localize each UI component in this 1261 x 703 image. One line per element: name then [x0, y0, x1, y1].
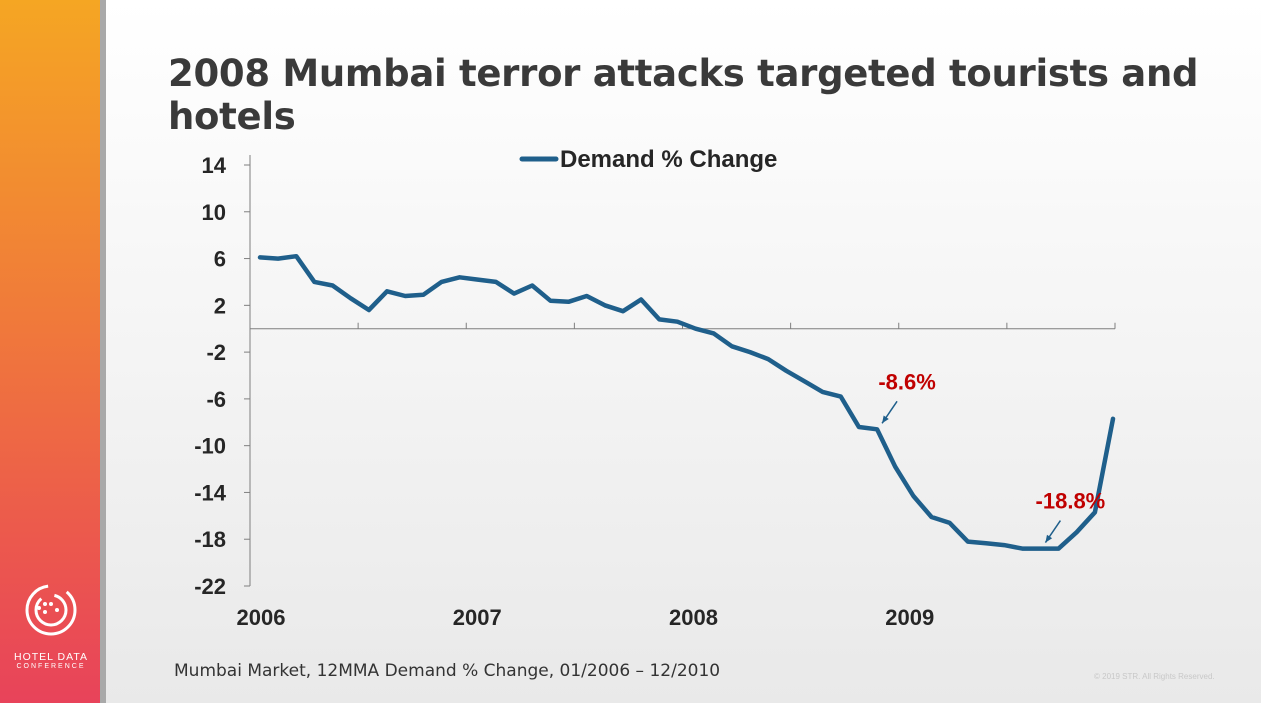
y-tick-label: 2	[214, 293, 226, 318]
y-tick-label: 14	[202, 153, 227, 178]
logo-subtitle: CONFERENCE	[16, 663, 86, 670]
y-tick-label: -10	[194, 434, 226, 459]
side-accent-bar	[0, 0, 100, 703]
y-tick-label: -6	[206, 387, 226, 412]
annotation-label: -18.8%	[1036, 489, 1106, 514]
copyright-notice: © 2019 STR. All Rights Reserved.	[1094, 672, 1215, 681]
side-divider	[100, 0, 106, 703]
legend-label: Demand % Change	[560, 146, 777, 173]
y-tick-label: 10	[202, 200, 226, 225]
x-tick-label: 2009	[885, 605, 934, 630]
logo-title: HOTEL DATA	[14, 651, 88, 663]
logo-circle-icon	[25, 584, 77, 636]
annotation-arrowhead	[1045, 534, 1053, 543]
conference-logo: HOTEL DATA CONFERENCE	[8, 580, 94, 670]
x-tick-label: 2008	[669, 605, 718, 630]
x-tick-label: 2007	[453, 605, 502, 630]
y-tick-label: -22	[194, 574, 226, 599]
chart-footnote: Mumbai Market, 12MMA Demand % Change, 01…	[174, 661, 721, 681]
y-tick-label: -14	[194, 480, 227, 505]
slide-title: 2008 Mumbai terror attacks targeted tour…	[168, 52, 1199, 138]
annotation-label: -8.6%	[878, 369, 935, 394]
y-tick-label: 6	[214, 247, 226, 272]
y-tick-label: -2	[206, 340, 226, 365]
annotation-arrowhead	[882, 415, 889, 424]
demand-change-series-line	[257, 253, 1116, 551]
logo-text: HOTEL DATA CONFERENCE	[8, 652, 94, 672]
x-tick-label: 2006	[237, 605, 286, 630]
y-tick-label: -18	[194, 527, 226, 552]
